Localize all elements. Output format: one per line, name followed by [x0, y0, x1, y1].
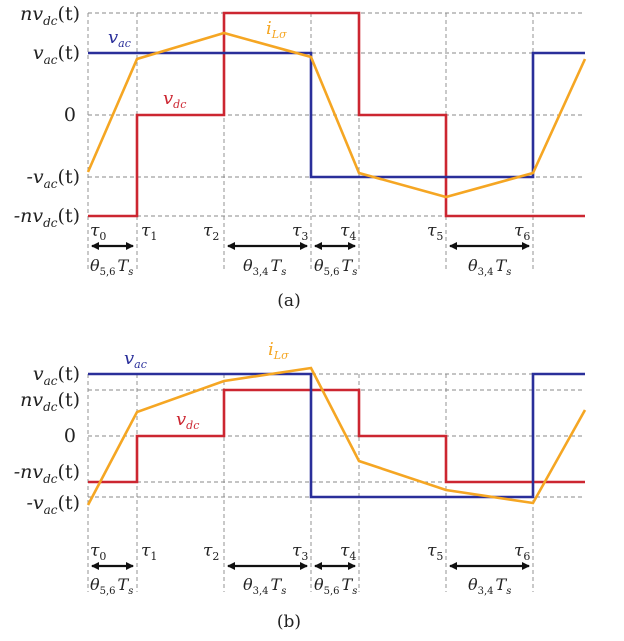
panel-b-vdc-label: vdc [176, 409, 199, 432]
panel-a-tau-3: τ3 [292, 221, 308, 243]
panel-a-ylabel-neg-vac: -vac(t) [27, 166, 81, 191]
panel-a-tau-4: τ4 [340, 221, 356, 243]
panel-a-tau-2: τ2 [203, 221, 219, 243]
panel-b-iL-waveform [86, 366, 587, 506]
panel-a-caption: (a) [277, 291, 300, 311]
panel-a-tau-5: τ5 [427, 221, 443, 243]
panel-a-ylabel-zero: 0 [64, 104, 76, 126]
panel-a-vac-label: vac [108, 27, 131, 50]
panel-a-tau-1: τ1 [141, 221, 157, 243]
panel-a-ylabel-nvdc: nvdc(t) [20, 3, 80, 28]
panel-b-interval-label-2: θ3,4 Ts [243, 575, 286, 597]
panel-b-tau-6: τ6 [514, 541, 530, 563]
panel-a-interval-label-2: θ3,4 Ts [243, 256, 286, 278]
panel-b-vdc-waveform [88, 388, 585, 484]
panel-a-vdc-waveform [88, 11, 585, 218]
panel-a-tau-0: τ0 [90, 221, 106, 243]
panel-b-interval-label-4: θ3,4 Ts [468, 575, 511, 597]
panel-b-tau-5: τ5 [427, 541, 443, 563]
panel-b: vac(t) nvdc(t) 0 -nvdc(t) -vac(t) vac vd… [14, 339, 587, 632]
panel-a-interval-labels: θ5,6 Ts θ3,4 Ts θ5,6 Ts θ3,4 Ts [90, 256, 511, 278]
panel-a-ylabel-neg-nvdc: -nvdc(t) [14, 205, 80, 230]
panel-a-vdc-label: vdc [163, 88, 186, 111]
panel-b-ylabel-neg-vac: -vac(t) [27, 492, 81, 517]
panel-b-tau-0: τ0 [90, 541, 106, 563]
panel-a-iL-waveform [86, 31, 587, 199]
panel-b-iL-label: iLσ [268, 339, 289, 362]
panel-b-interval-labels: θ5,6 Ts θ3,4 Ts θ5,6 Ts θ3,4 Ts [90, 575, 511, 597]
panel-a-interval-label-4: θ3,4 Ts [468, 256, 511, 278]
panel-b-ylabel-nvdc: nvdc(t) [20, 389, 80, 414]
panel-b-ylabel-vac: vac(t) [33, 363, 80, 388]
panel-b-tau-labels: τ0 τ1 τ2 τ3 τ4 τ5 τ6 [90, 541, 530, 563]
panel-b-ylabel-neg-nvdc: -nvdc(t) [14, 461, 80, 486]
panel-a-interval-label-1: θ5,6 Ts [90, 256, 133, 278]
panel-a-iL-label: iLσ [266, 18, 287, 41]
panel-a: nvdc(t) vac(t) 0 -vac(t) -nvdc(t) vac vd… [14, 3, 587, 311]
panel-a-vac-waveform [88, 51, 585, 179]
panel-b-tau-2: τ2 [203, 541, 219, 563]
panel-b-interval-label-1: θ5,6 Ts [90, 575, 133, 597]
panel-a-interval-label-3: θ5,6 Ts [314, 256, 357, 278]
panel-a-tau-labels: τ0 τ1 τ2 τ3 τ4 τ5 τ6 [90, 221, 530, 243]
panel-b-caption: (b) [277, 612, 301, 632]
panel-b-tau-4: τ4 [340, 541, 356, 563]
panel-b-interval-label-3: θ5,6 Ts [314, 575, 357, 597]
panel-b-ylabel-zero: 0 [64, 425, 76, 447]
panel-a-tau-6: τ6 [514, 221, 530, 243]
panel-b-tau-1: τ1 [141, 541, 157, 563]
panel-a-ylabel-vac: vac(t) [33, 42, 80, 67]
panel-b-vac-label: vac [124, 348, 147, 371]
panel-b-tau-3: τ3 [292, 541, 308, 563]
